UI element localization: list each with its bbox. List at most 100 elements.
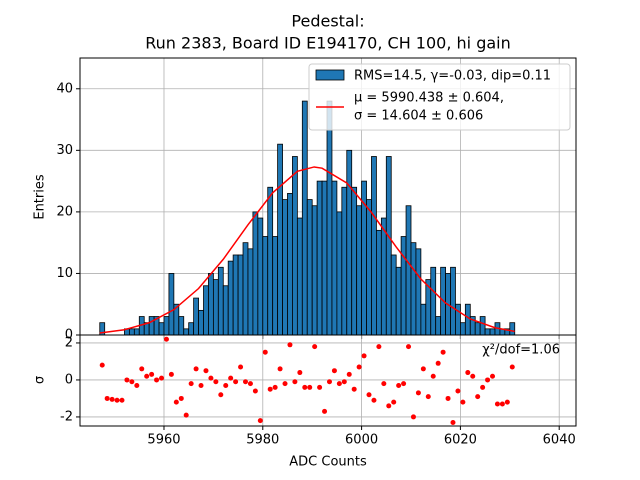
- histogram-bar: [400, 236, 407, 336]
- residual-point: [159, 375, 165, 381]
- histogram-bar: [267, 186, 274, 336]
- residual-point: [223, 382, 229, 388]
- residual-point: [450, 419, 456, 425]
- residual-point: [188, 381, 194, 387]
- legend-label: RMS=14.5, γ=-0.03, dip=0.11: [354, 69, 551, 84]
- residual-point: [129, 379, 135, 385]
- histogram-bar: [227, 260, 234, 336]
- histogram-bar: [222, 285, 229, 336]
- residual-point: [228, 375, 234, 381]
- histogram-bar: [212, 279, 219, 336]
- residual-point: [430, 373, 436, 379]
- histogram-bar: [341, 186, 348, 336]
- residual-point: [406, 344, 412, 350]
- histogram-bar: [484, 328, 491, 336]
- residual-point: [470, 373, 476, 379]
- axes-frame: [79, 334, 577, 427]
- residual-point: [312, 344, 318, 350]
- histogram-bar: [410, 242, 417, 336]
- residual-point: [455, 388, 461, 394]
- annotation: χ²/dof=1.06: [482, 343, 560, 358]
- x-axis-label: ADC Counts: [289, 455, 367, 470]
- histogram-bar: [385, 156, 392, 336]
- residual-point: [391, 399, 397, 405]
- residual-point: [233, 379, 239, 385]
- residual-point: [144, 373, 150, 379]
- legend-label: σ = 14.604 ± 0.606: [354, 109, 483, 124]
- residual-point: [173, 399, 179, 405]
- residual-point: [420, 366, 426, 372]
- y-tick-label: 10: [56, 266, 73, 281]
- histogram-bar: [371, 156, 377, 336]
- residual-point: [99, 362, 105, 368]
- chart-title: Run 2383, Board ID E194170, CH 100, hi g…: [145, 34, 510, 53]
- histogram-bar: [193, 297, 199, 336]
- histogram-bar: [262, 236, 269, 336]
- histogram-bar: [351, 186, 358, 336]
- x-tick-label: 6020: [444, 433, 477, 448]
- residual-point: [218, 392, 224, 398]
- residual-point: [302, 384, 308, 390]
- histogram-bar: [415, 248, 422, 336]
- residual-point: [287, 342, 293, 348]
- histogram-bar: [356, 205, 362, 336]
- residual-point: [292, 379, 298, 385]
- legend-label: μ = 5990.438 ± 0.604,: [354, 91, 504, 106]
- residual-point: [322, 408, 328, 414]
- residual-point: [381, 381, 387, 387]
- histogram-bar: [474, 322, 481, 336]
- histogram-bar: [148, 316, 155, 336]
- histogram-bar: [188, 322, 195, 336]
- x-tick-label: 6000: [345, 433, 378, 448]
- residual-point: [277, 366, 283, 372]
- residual-point: [351, 386, 357, 392]
- x-tick-label: 5980: [246, 433, 279, 448]
- residual-point: [410, 414, 416, 420]
- histogram-bar: [331, 180, 338, 336]
- histogram-bar: [296, 217, 303, 336]
- y-tick-label: 40: [56, 81, 73, 96]
- histogram-bar: [129, 328, 135, 336]
- histogram-bar: [287, 193, 293, 336]
- residual-point: [341, 379, 347, 385]
- legend-swatch: [315, 69, 345, 81]
- histogram-bar: [376, 229, 382, 336]
- residual-point: [336, 381, 342, 387]
- residual-point: [401, 381, 407, 387]
- histogram-bar: [336, 211, 343, 336]
- histogram-bar: [455, 303, 461, 336]
- residual-point: [307, 384, 313, 390]
- histogram-bar: [420, 303, 427, 336]
- residual-point: [168, 371, 174, 377]
- histogram-bar: [321, 180, 328, 336]
- histogram-bar: [405, 205, 412, 336]
- residual-point: [425, 394, 431, 400]
- chart-title: Pedestal:: [291, 12, 364, 31]
- residual-point: [198, 382, 204, 388]
- residual-point: [465, 370, 471, 376]
- residual-point: [139, 366, 145, 372]
- y-tick-label: 0: [65, 328, 73, 343]
- residual-point: [163, 336, 169, 342]
- y-tick-label: 0: [65, 372, 73, 387]
- residual-point: [104, 395, 110, 401]
- histogram-bar: [326, 100, 333, 336]
- x-tick-label: 5960: [147, 433, 180, 448]
- residual-point: [262, 349, 268, 355]
- histogram-bar: [247, 248, 254, 336]
- residual-point: [149, 371, 155, 377]
- residual-point: [238, 364, 244, 370]
- residual-point: [435, 360, 441, 366]
- residual-point: [326, 379, 332, 385]
- histogram-bar: [217, 266, 224, 336]
- residual-point: [504, 399, 510, 405]
- y-tick-label: -2: [60, 409, 73, 424]
- histogram-bar: [232, 254, 239, 336]
- histogram-bar: [395, 266, 402, 336]
- residual-point: [124, 377, 130, 383]
- residual-point: [178, 395, 184, 401]
- residual-point: [494, 401, 500, 407]
- histogram-bar: [459, 322, 466, 336]
